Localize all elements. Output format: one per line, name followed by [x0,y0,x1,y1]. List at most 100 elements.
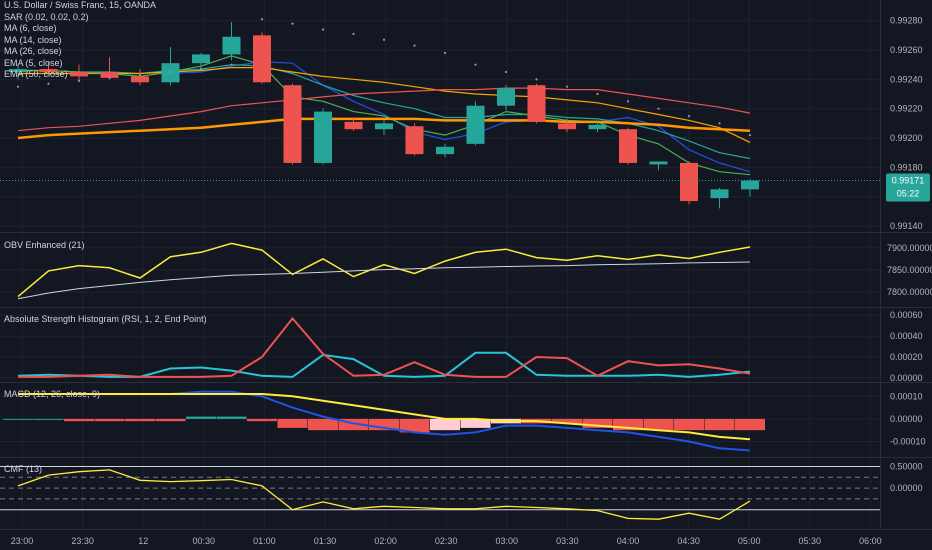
macd-tick-label: 0.00000 [890,414,923,424]
obv-pane-title: OBV Enhanced (21) [4,240,85,250]
candle-body [344,121,363,130]
macd-line-1 [18,393,751,441]
time-axis-label: 03:30 [556,536,579,546]
sar-dot [199,67,203,71]
sar-dot [535,78,538,81]
macd-hist-bar [64,418,94,422]
candle-body [131,76,149,83]
ash-tick-label: 0.00040 [890,331,923,341]
time-axis-label: 03:00 [496,536,519,546]
cmf-pane-title: CMF (13) [4,464,42,474]
macd-tick-label: -0.00010 [890,436,926,446]
macd-hist-bar [308,418,338,431]
time-axis-label: 01:00 [253,536,276,546]
main-legend: U.S. Dollar / Swiss Franc, 15, OANDA SAR… [4,0,156,81]
candle-body [588,124,607,130]
time-axis-label: 04:30 [677,536,700,546]
macd-hist-bar [552,418,582,424]
legend-sar: SAR (0.02, 0.02, 0.2) [4,11,89,22]
cmf-line-0 [17,469,751,520]
time-axis-label: 12 [138,536,148,546]
sar-dot [596,92,599,96]
price-tick-label: 0.99200 [890,133,923,143]
macd-hist-bar [643,418,674,431]
countdown-label: 05:22 [897,189,920,199]
sar-dot [138,73,142,77]
macd-hist-bar [399,418,430,433]
candle-body [680,162,698,202]
sar-dot [443,51,447,55]
sar-dot [16,85,20,88]
ash-line-1 [18,316,751,378]
sar-dot [108,76,111,79]
macd-hist-bar [33,418,64,420]
sar-dot [382,38,386,41]
price-tick-label: 0.99260 [890,45,923,55]
candle-body [710,189,729,199]
candle-body [9,69,27,72]
candle-body [70,72,88,77]
candle-body [649,161,668,165]
macd-hist-bar [125,418,155,422]
time-axis-label: 23:30 [71,536,94,546]
sar-dot [291,22,294,25]
macd-hist-bar [3,418,33,420]
macd-hist-bar [155,418,186,422]
last-price-badge [886,173,930,202]
sar-dot [748,133,752,137]
ma-line-4 [17,117,751,140]
candle-body [375,123,393,130]
time-axis-label: 01:30 [314,536,337,546]
legend-ema50: EMA (50, close) [4,69,68,79]
sar-dot [47,82,50,85]
legend-ma6: MA (6, close) [4,23,57,33]
cmf-tick-label: 0.50000 [890,461,923,471]
price-tick-label: 0.99280 [890,16,923,26]
sar-dot [321,28,325,31]
candle-body [39,69,58,72]
ash-tick-label: 0.00020 [890,352,923,362]
candle-body [466,105,485,144]
macd-hist-bar [582,418,613,428]
time-axis-label: 05:30 [799,536,822,546]
candle-body [222,36,241,55]
macd-hist-bar [369,418,399,431]
ash-tick-label: 0.00000 [890,373,923,383]
time-axis-label: 06:00 [859,536,882,546]
cmf-tick-label: 0.00000 [890,483,923,493]
macd-hist-bar [338,418,369,431]
time-axis-label: 02:00 [374,536,397,546]
price-tick-label: 0.99220 [890,104,923,114]
obv-line-1 [17,261,751,300]
ash-pane-title: Absolute Strength Histogram (RSI, 1, 2, … [4,314,207,324]
sar-dot [657,107,660,110]
candle-body [314,111,332,163]
macd-hist-bar [277,418,308,428]
legend-ma14: MA (14, close) [4,34,62,45]
candle-body [527,85,546,122]
macd-hist-bar [704,418,735,431]
candle-body [192,54,210,64]
macd-hist-bar [216,416,247,419]
sar-dot [565,85,569,88]
macd-hist-bar [460,418,491,428]
price-tick-label: 0.99180 [890,162,923,172]
sar-dot [687,114,691,118]
sar-dot [474,63,477,66]
macd-hist-bar [247,418,277,422]
macd-hist-bar [735,418,765,431]
macd-hist-bar [186,416,216,419]
ma-line-5 [17,87,751,132]
macd-tick-label: 0.00010 [890,391,923,401]
time-axis-label: 02:30 [435,536,458,546]
price-tick-label: 0.99140 [890,221,923,231]
macd-pane-title: MACD (12, 26, close, 9) [4,389,101,399]
sar-dot [504,70,508,74]
candle-body [405,126,424,155]
macd-hist-bar [674,418,704,431]
candle-body [436,146,454,155]
